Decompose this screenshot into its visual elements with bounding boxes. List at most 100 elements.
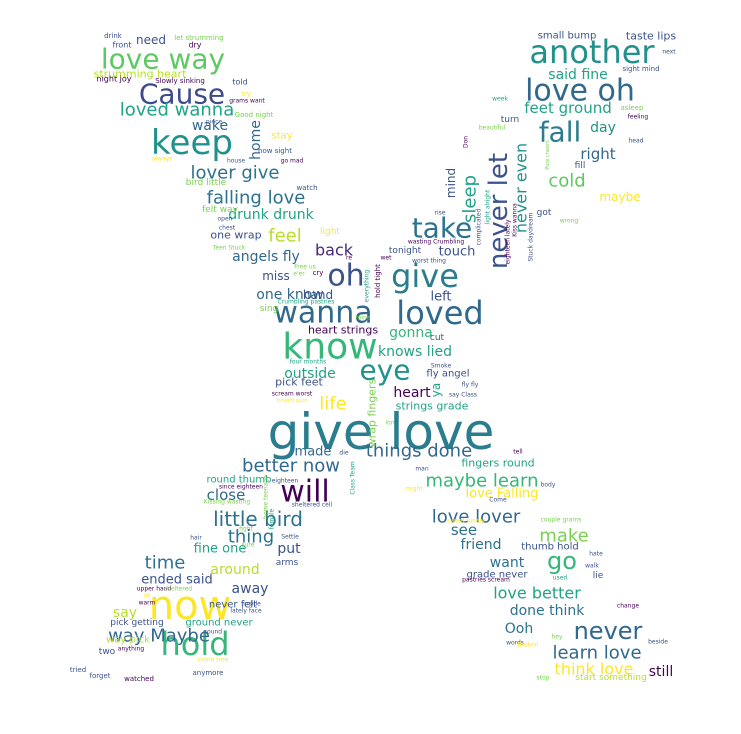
word: hey [551, 634, 562, 641]
word: around [210, 562, 259, 578]
word: still [649, 664, 673, 680]
word: wrong [560, 218, 579, 225]
word: man [415, 466, 429, 473]
word: words [506, 640, 524, 647]
word: right [580, 145, 615, 163]
word: Settle [281, 534, 299, 541]
word: another [529, 33, 655, 71]
word: love better [493, 584, 581, 603]
word: piece [206, 119, 222, 126]
word: ok [143, 593, 151, 600]
word: go [547, 547, 577, 575]
word: angels fly [232, 249, 300, 265]
word: body [541, 482, 556, 489]
word: change [617, 603, 639, 610]
word: sure [242, 542, 255, 549]
word: outside [284, 366, 336, 382]
word: tell [513, 449, 523, 456]
word: Free us [294, 264, 316, 271]
word: walk [585, 563, 599, 570]
word: lately face [230, 608, 262, 615]
word: week [492, 96, 508, 103]
word: house [227, 158, 245, 165]
word: think love [555, 660, 634, 679]
word: done think [510, 603, 586, 619]
word: beautiful [479, 125, 506, 132]
word: Kiss wanna [512, 203, 519, 237]
word: say Class [449, 392, 477, 399]
word: take [412, 212, 473, 245]
word: love Falling [466, 487, 539, 502]
word: wanna [273, 296, 372, 331]
word: home [248, 120, 264, 160]
word: two [99, 647, 116, 657]
word: way pick [106, 635, 150, 646]
word: told [232, 78, 247, 87]
word: eighteen [272, 478, 299, 485]
word: Broken [518, 642, 539, 649]
word: Class Team [350, 461, 357, 495]
word: never even [512, 143, 531, 233]
word: friend [461, 537, 502, 553]
word: heart strings [308, 324, 378, 337]
word: hair [190, 535, 202, 542]
word: miss [262, 269, 290, 283]
word: day [590, 120, 616, 136]
word: come tree [198, 657, 229, 664]
word: want [490, 555, 525, 571]
word: try [241, 90, 251, 98]
word: Kissing wasting [204, 499, 251, 506]
word: sound [204, 629, 222, 636]
word: feeling [628, 114, 649, 121]
word: hand [303, 288, 333, 302]
word: upper hand [137, 586, 172, 593]
word: pick feet [275, 376, 323, 389]
word: beside [648, 639, 668, 646]
word: thing [228, 527, 274, 548]
word: round thumb [207, 475, 272, 486]
word: eye [359, 354, 410, 387]
word: chest [219, 225, 236, 232]
word: gonna [389, 325, 433, 341]
word: keep [151, 123, 233, 163]
word: loved [396, 294, 483, 332]
word: anything [118, 646, 145, 653]
word: grade never [467, 570, 529, 581]
word: night joy [97, 75, 132, 84]
word: grams want [229, 98, 265, 105]
word: Pure cheers [545, 140, 551, 170]
word: time [145, 553, 186, 574]
word: fine one [194, 542, 247, 557]
word: sing [260, 304, 279, 314]
word: small bump [538, 31, 597, 42]
word: scream worst [272, 391, 313, 398]
word: Stuck daydream [528, 212, 535, 261]
word: anymore [192, 669, 223, 677]
word: drunk drunk [228, 207, 314, 223]
word: let strumming [174, 34, 223, 42]
word: cold [548, 171, 585, 192]
word: fight [239, 526, 253, 533]
word: might [405, 486, 423, 493]
word: fly fly [462, 382, 479, 389]
word: sleep [460, 175, 481, 223]
word: away [232, 581, 269, 597]
word: e'er [293, 271, 305, 278]
word: since eighteen [219, 484, 263, 491]
word: never [574, 617, 643, 645]
word: sweet lonely [447, 518, 485, 525]
word: now sight [258, 147, 292, 155]
word: sheltered [164, 586, 192, 593]
word: complicated [476, 208, 483, 245]
word: Come [489, 497, 507, 504]
word: tonight [389, 246, 422, 256]
word: go mad [281, 158, 304, 165]
word: stay [271, 131, 292, 142]
word: hold [160, 625, 229, 663]
word: little bird [213, 507, 303, 531]
word: arms [276, 558, 299, 568]
word: hold tight [374, 264, 382, 298]
word: learn love [552, 643, 641, 664]
word: feel [268, 226, 302, 247]
word: got [537, 208, 552, 218]
